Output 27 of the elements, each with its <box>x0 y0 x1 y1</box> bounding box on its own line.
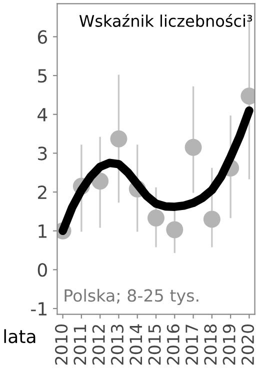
x-tick-label: 2019 <box>222 324 236 365</box>
point <box>184 138 202 156</box>
x-tick-label: 2020 <box>241 324 254 365</box>
x-axis-title: lata <box>4 329 36 344</box>
annotation: Polska; 8-25 tys. <box>64 288 198 306</box>
point <box>147 210 165 227</box>
y-tick-label: 1 <box>38 224 47 238</box>
text: Wskaźnik liczebności³ <box>79 14 252 27</box>
y-tick-label: 5 <box>38 69 47 83</box>
point <box>110 130 128 148</box>
x-tick-label: 2015 <box>148 324 161 365</box>
x-tick-label: 2016 <box>166 324 180 365</box>
y-tick-label: 6 <box>38 30 48 44</box>
x-tick-label: 2010 <box>55 324 68 365</box>
y-tick-label: -1 <box>31 302 47 316</box>
y-tick-label: 4 <box>38 108 48 122</box>
x-tick-label: 2014 <box>130 324 142 365</box>
x-tick-label: 2012 <box>92 325 105 365</box>
y-tick-label: 2 <box>38 185 46 199</box>
x-tick-label: 2011 <box>74 324 86 365</box>
point <box>166 221 184 238</box>
point <box>203 210 220 228</box>
x-tick-label: 2018 <box>204 324 217 365</box>
y-tick-label: 3 <box>38 146 47 160</box>
x-tick-label: 2017 <box>186 324 198 365</box>
y-tick-label: 0 <box>38 263 47 277</box>
x-tick-label: 2013 <box>110 324 124 365</box>
